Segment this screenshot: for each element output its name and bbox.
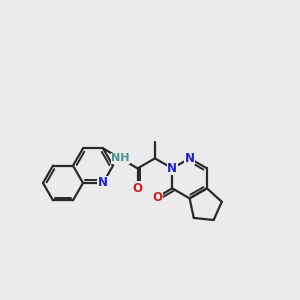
Text: NH: NH: [111, 153, 130, 164]
Text: O: O: [133, 182, 142, 195]
Text: O: O: [152, 191, 162, 204]
Text: N: N: [167, 162, 177, 175]
Text: N: N: [98, 176, 108, 190]
Text: N: N: [184, 152, 195, 165]
